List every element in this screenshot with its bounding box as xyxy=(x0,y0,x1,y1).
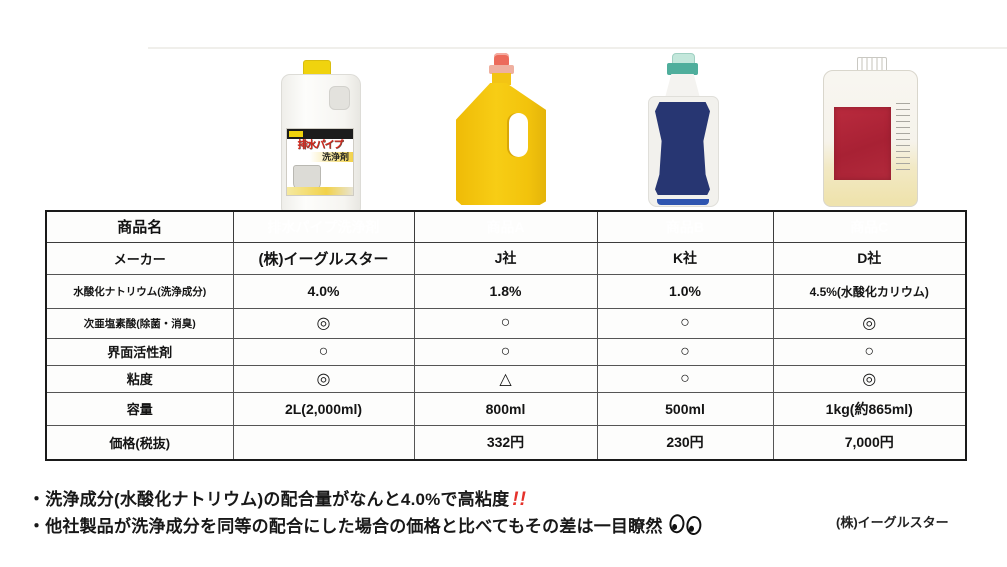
cell-naoh-own: 4.0% xyxy=(232,273,415,309)
note-line-2: ・他社製品が洗浄成分を同等の配合にした場合の価格と比べてもその差は一目瞭然 xyxy=(28,513,702,543)
cell-vol-c: 1kg(約865ml) xyxy=(772,391,967,426)
cell-price-own xyxy=(232,424,415,461)
eyes-icon xyxy=(665,513,702,543)
bottle-neck xyxy=(492,73,511,85)
comparison-table: 商品名 排水パイプ洗浄剤 商品A 商品B 商品C メーカー (株)イーグルスター… xyxy=(45,210,967,461)
note-line-1-text: ・洗浄成分(水酸化ナトリウム)の配合量がなんと4.0%で高粘度 xyxy=(28,490,510,509)
column-header-product-b: 商品B xyxy=(596,210,774,243)
cell-hypo-a: ○ xyxy=(413,307,598,339)
bottle-base-strip xyxy=(657,199,709,205)
bottle-handle xyxy=(329,86,350,110)
cell-surf-c: ○ xyxy=(772,337,967,366)
company-credit: (株)イーグルスター xyxy=(836,515,949,530)
note-line-2-text: ・他社製品が洗浄成分を同等の配合にした場合の価格と比べてもその差は一目瞭然 xyxy=(28,517,663,536)
cell-naoh-c: 4.5%(水酸化カリウム) xyxy=(772,273,967,309)
cell-maker-a: J社 xyxy=(413,241,598,275)
bottle-cap-ring xyxy=(489,65,514,74)
bottle-body xyxy=(456,83,546,205)
cell-surf-b: ○ xyxy=(596,337,774,366)
scan-artifact-line xyxy=(148,47,1007,49)
product-photo-drain-pipe-cleaner: 排水パイプ 洗浄剤 xyxy=(281,60,361,214)
cell-surf-a: ○ xyxy=(413,337,598,366)
cell-maker-c: D社 xyxy=(772,241,967,275)
table-corner-header: 商品名 xyxy=(45,210,234,243)
cell-visc-c: ◎ xyxy=(772,364,967,393)
label-top-band xyxy=(287,129,353,139)
column-header-product-c: 商品C xyxy=(772,210,967,243)
bottle-navy-label xyxy=(655,102,710,195)
row-label-viscosity: 粘度 xyxy=(45,364,234,393)
cell-visc-b: ○ xyxy=(596,364,774,393)
note-line-1: ・洗浄成分(水酸化ナトリウム)の配合量がなんと4.0%で高粘度!! xyxy=(28,486,701,513)
cell-price-a: 332円 xyxy=(413,424,598,461)
bottle-red-label xyxy=(834,107,891,180)
notes-block: ・洗浄成分(水酸化ナトリウム)の配合量がなんと4.0%で高粘度!! ・他社製品が… xyxy=(28,486,702,543)
row-label-hypochlorous-acid: 次亜塩素酸(除菌・消臭) xyxy=(45,307,234,339)
bottle-neck xyxy=(665,74,700,98)
bottle-cap xyxy=(494,53,509,66)
bottle-side-text-lines xyxy=(896,103,910,175)
column-header-drain-pipe-cleaner: 排水パイプ洗浄剤 xyxy=(232,210,415,243)
cell-naoh-b: 1.0% xyxy=(596,273,774,309)
cell-vol-own: 2L(2,000ml) xyxy=(232,391,415,426)
cell-hypo-c: ◎ xyxy=(772,307,967,339)
cell-surf-own: ○ xyxy=(232,337,415,366)
eye-left xyxy=(668,513,685,534)
cell-hypo-own: ◎ xyxy=(232,307,415,339)
column-header-product-a: 商品A xyxy=(413,210,598,243)
row-label-maker: メーカー xyxy=(45,241,234,275)
cell-price-c: 7,000円 xyxy=(772,424,967,461)
eye-right xyxy=(684,515,702,536)
row-label-price: 価格(税抜) xyxy=(45,424,234,461)
bottle-cap-ring xyxy=(667,63,698,75)
bottle-handle-cutout xyxy=(509,113,528,157)
cell-naoh-a: 1.8% xyxy=(413,273,598,309)
product-photo-product-a xyxy=(456,53,546,205)
cell-visc-own: ◎ xyxy=(232,364,415,393)
bottle-label: 排水パイプ 洗浄剤 xyxy=(286,128,354,196)
bottle-body xyxy=(648,96,719,207)
cell-vol-b: 500ml xyxy=(596,391,774,426)
cell-maker-own: (株)イーグルスター xyxy=(232,241,415,275)
cell-price-b: 230円 xyxy=(596,424,774,461)
cell-hypo-b: ○ xyxy=(596,307,774,339)
cell-maker-b: K社 xyxy=(596,241,774,275)
product-photo-product-c xyxy=(823,57,918,207)
label-title-line1: 排水パイプ xyxy=(297,140,344,151)
row-label-volume: 容量 xyxy=(45,391,234,426)
cell-vol-a: 800ml xyxy=(413,391,598,426)
row-label-sodium-hydroxide: 水酸化ナトリウム(洗浄成分) xyxy=(45,273,234,309)
label-bottom-strip xyxy=(287,187,353,195)
product-photo-product-b xyxy=(646,53,720,207)
cell-visc-a: △ xyxy=(413,364,598,393)
row-label-surfactant: 界面活性剤 xyxy=(45,337,234,366)
double-exclamation-mark: !! xyxy=(512,489,527,510)
label-title-line2: 洗浄剤 xyxy=(287,152,353,162)
